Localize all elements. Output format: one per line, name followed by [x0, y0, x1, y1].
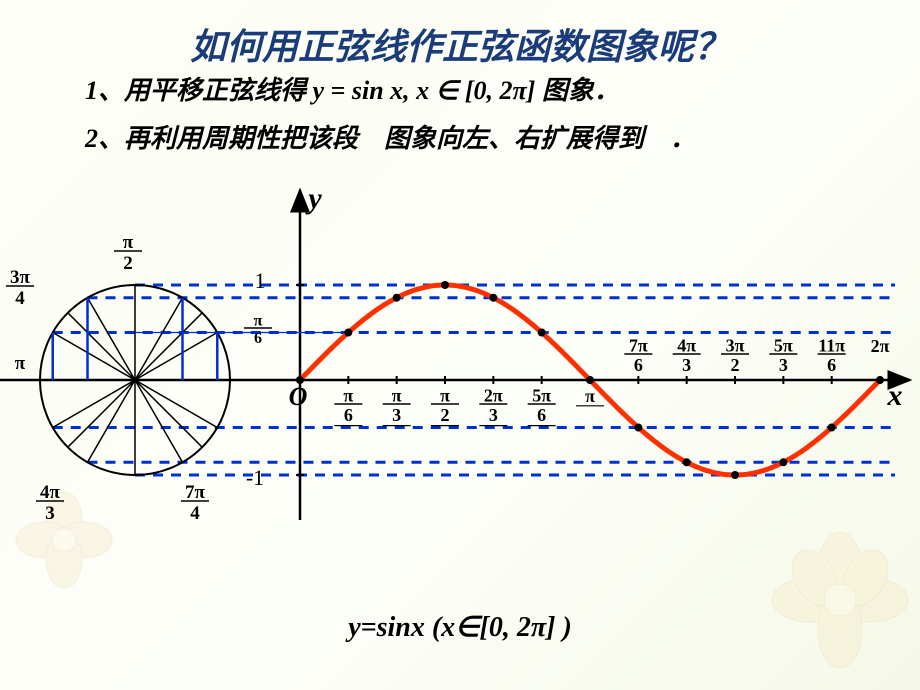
svg-text:6: 6	[827, 355, 836, 375]
sine-diagram: π6π3π22π35π6π7π64π33π25π311π62π1-1yxOπ6π…	[0, 180, 920, 540]
svg-text:π: π	[440, 385, 450, 405]
svg-text:2: 2	[123, 253, 133, 274]
svg-text:π: π	[585, 386, 595, 406]
bottom-caption: y=sinx (x∈[0, 2π] )	[0, 610, 920, 644]
svg-text:7π: 7π	[629, 335, 648, 355]
svg-text:6: 6	[634, 355, 643, 375]
svg-text:3: 3	[489, 405, 498, 425]
caption-range: (x∈[0, 2π] )	[425, 612, 572, 643]
step1-prefix: 1、用平移正弦线得	[85, 76, 313, 105]
svg-text:x: x	[887, 379, 903, 412]
svg-text:2π: 2π	[871, 336, 890, 356]
svg-text:π: π	[123, 232, 134, 253]
title-text: 如何用正弦线作正弦函数图象呢？	[190, 27, 730, 67]
svg-text:3: 3	[779, 355, 788, 375]
svg-text:π: π	[254, 313, 263, 330]
step-2-text: 2、再利用周期性把该段 图象向左、右扩展得到 ．	[85, 118, 696, 155]
svg-text:6: 6	[254, 330, 262, 347]
svg-text:-1: -1	[246, 465, 264, 490]
svg-text:2π: 2π	[484, 385, 503, 405]
svg-text:O: O	[289, 382, 308, 411]
svg-text:11π: 11π	[818, 335, 845, 355]
svg-text:1: 1	[255, 268, 266, 293]
caption-x: x	[411, 612, 425, 643]
step-1-text: 1、用平移正弦线得 y = sin x, x ∈ [0, 2π] 图象．	[85, 70, 620, 107]
svg-text:4π: 4π	[677, 335, 696, 355]
svg-text:6: 6	[537, 405, 546, 425]
svg-text:2: 2	[731, 355, 740, 375]
svg-text:4: 4	[190, 503, 200, 524]
svg-text:y: y	[305, 182, 322, 215]
svg-text:π: π	[392, 385, 402, 405]
svg-text:3: 3	[45, 503, 55, 524]
svg-text:π: π	[343, 385, 353, 405]
svg-text:4: 4	[15, 288, 25, 309]
svg-text:3π: 3π	[726, 335, 745, 355]
svg-text:3: 3	[682, 355, 691, 375]
svg-text:5π: 5π	[532, 385, 551, 405]
step1-math: y = sin x, x ∈ [0, 2π]	[313, 76, 536, 105]
svg-text:3π: 3π	[10, 267, 31, 288]
svg-text:4π: 4π	[40, 482, 61, 503]
step1-suffix: 图象．	[542, 76, 620, 105]
svg-text:7π: 7π	[185, 482, 206, 503]
svg-text:6: 6	[344, 405, 353, 425]
svg-text:2: 2	[441, 405, 450, 425]
caption-ysin: y=sin	[348, 612, 411, 643]
svg-text:π: π	[15, 353, 26, 374]
svg-text:5π: 5π	[774, 335, 793, 355]
page-title: 如何用正弦线作正弦函数图象呢？	[0, 18, 920, 70]
svg-text:3: 3	[392, 405, 401, 425]
